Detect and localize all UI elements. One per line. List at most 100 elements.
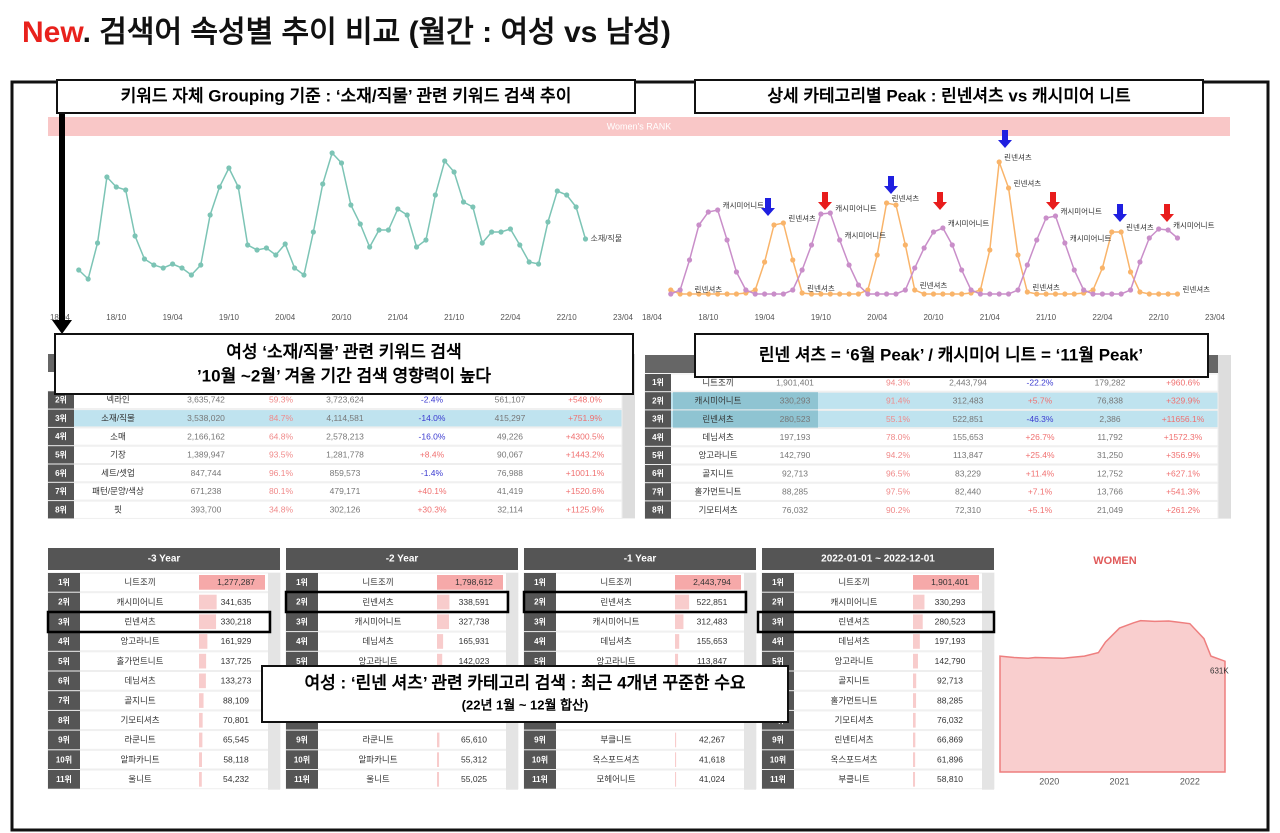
point (526, 259, 532, 265)
x-tick-label: 18/10 (698, 313, 719, 322)
rank: 7위 (652, 486, 664, 496)
cell: 83,229 (955, 468, 981, 478)
point (348, 202, 354, 208)
rank-cell (762, 612, 794, 632)
point (1081, 287, 1087, 293)
rank-cell (48, 427, 74, 446)
point (668, 287, 674, 293)
point (235, 184, 241, 190)
cell: 76,838 (1097, 396, 1123, 406)
point (752, 287, 758, 293)
callout: 린넨 셔츠 = ‘6월 Peak’ / 캐시미어 니트 = ‘11월 Peak’ (759, 345, 1143, 364)
cell: 847,744 (191, 468, 222, 478)
value-label: 1,901,401 (931, 577, 969, 587)
x-tick-label: 20/10 (331, 313, 352, 322)
row-highlight (46, 610, 272, 634)
rank: 11위 (532, 774, 548, 784)
x-tick-label: 22/10 (1149, 313, 1170, 322)
cell: +26.7% (1025, 432, 1055, 442)
arrow-head (52, 320, 72, 334)
value-label: 41,618 (699, 754, 725, 764)
cell: 76,032 (782, 505, 808, 515)
name: 데님셔츠 (124, 676, 155, 686)
point (385, 227, 392, 233)
value-label: 142,023 (459, 656, 490, 666)
cell: 골지니트 (702, 468, 733, 478)
point (132, 233, 138, 239)
rank: 3위 (534, 616, 546, 626)
point (668, 291, 674, 297)
rank: 2위 (58, 597, 70, 607)
rank-cell (645, 428, 671, 446)
cell: 72,310 (955, 505, 981, 515)
cell: 671,238 (191, 486, 222, 496)
point (188, 272, 194, 278)
bar (675, 732, 677, 748)
rank-cell (762, 730, 794, 750)
cell: 55.1% (886, 414, 911, 424)
cell: 홀가먼트니트 (695, 487, 742, 497)
point (808, 291, 815, 297)
rank: 5위 (652, 450, 664, 460)
cell: 소매 (110, 431, 126, 441)
rank: 1위 (652, 377, 664, 387)
rank: 11위 (770, 774, 786, 784)
scrollbar (1218, 355, 1231, 519)
cell: +40.1% (417, 486, 447, 496)
name: 라쿤니트 (124, 735, 155, 745)
value-label: 1,798,612 (455, 577, 493, 587)
name: 옥스포드셔츠 (593, 754, 640, 764)
peak-arrow (884, 186, 898, 194)
rank: 9위 (772, 735, 784, 745)
point (865, 287, 871, 293)
point (1043, 291, 1049, 297)
name: 부클니트 (600, 735, 631, 745)
x-tick-label: 23/04 (1205, 313, 1226, 322)
value-label: 330,218 (221, 617, 252, 627)
name: 니트조끼 (600, 577, 631, 587)
rank-cell (48, 671, 80, 691)
cell: +5.7% (1028, 396, 1053, 406)
cell: -46.3% (1027, 414, 1054, 424)
rank: 1위 (534, 577, 546, 587)
bar (199, 693, 204, 708)
rank: 10위 (770, 754, 786, 764)
rank: 2위 (772, 597, 784, 607)
rank-cell (48, 770, 80, 789)
cell: 96.1% (269, 468, 294, 478)
x-tick-label: 2020 (1039, 776, 1059, 786)
rank-cell (48, 592, 80, 612)
point (818, 291, 824, 297)
cell: +7.1% (1028, 487, 1053, 497)
rank-cell (48, 691, 80, 710)
cell: 넥라인 (106, 395, 129, 405)
point (179, 265, 185, 271)
point (573, 204, 579, 210)
name: 울니트 (128, 774, 152, 784)
value-label: 631K (1210, 666, 1229, 675)
rank-cell (524, 592, 556, 612)
cell: +627.1% (1166, 468, 1200, 478)
cell: 1,389,947 (187, 450, 225, 460)
point (564, 192, 570, 198)
series-line (78, 151, 587, 281)
name: 홀가먼트니트 (117, 656, 164, 666)
point (930, 291, 937, 297)
cell: 64.8% (269, 431, 294, 441)
cell: 59.3% (269, 395, 294, 405)
value-label: 338,591 (459, 597, 490, 607)
rank: 1위 (58, 577, 70, 587)
cell: 캐시미어니트 (695, 396, 742, 406)
value-label: 88,285 (937, 695, 963, 705)
point (545, 219, 551, 225)
series-line (670, 161, 1178, 295)
table-header (762, 548, 994, 570)
point (977, 291, 984, 297)
name-cell (673, 392, 818, 410)
value-label: 65,545 (223, 735, 249, 745)
rank-cell (286, 730, 318, 750)
point (1034, 291, 1040, 297)
point (855, 282, 862, 288)
point-label: 린넨셔츠 (1182, 284, 1210, 294)
point (507, 226, 513, 232)
